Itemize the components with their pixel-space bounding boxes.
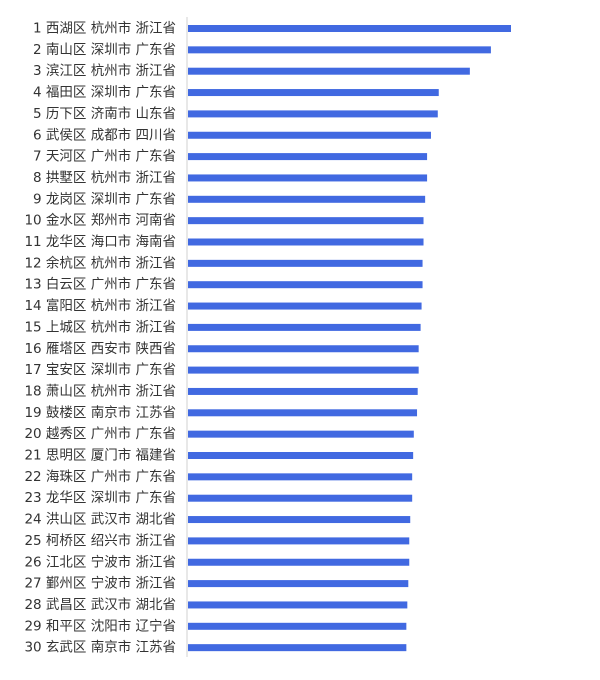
bar [188, 537, 410, 545]
category-label: 13 白云区 广州市 广东省 [24, 276, 176, 293]
bar [188, 238, 424, 246]
bar [188, 259, 423, 267]
category-label: 21 思明区 厦门市 福建省 [24, 447, 176, 464]
bar [188, 387, 418, 395]
category-label: 6 武侯区 成都市 四川省 [33, 126, 176, 143]
category-label: 25 柯桥区 绍兴市 浙江省 [24, 532, 176, 549]
category-label: 17 宝安区 深圳市 广东省 [24, 361, 176, 378]
category-label: 11 龙华区 海口市 海南省 [24, 233, 176, 250]
category-label: 28 武昌区 武汉市 湖北省 [24, 596, 176, 613]
category-label: 10 金水区 郑州市 河南省 [24, 212, 176, 229]
bar [188, 473, 413, 481]
bar [188, 494, 413, 502]
bar [188, 46, 491, 54]
bar [188, 452, 414, 459]
bar [188, 195, 426, 203]
category-label: 18 萧山区 杭州市 浙江省 [24, 382, 176, 399]
bar [188, 281, 423, 289]
bar [188, 110, 438, 118]
category-label: 1 西湖区 杭州市 浙江省 [33, 20, 176, 37]
category-label: 16 雁塔区 西安市 陕西省 [24, 340, 176, 357]
bar [188, 153, 428, 161]
bar [188, 430, 414, 438]
category-label: 19 鼓楼区 南京市 江苏省 [24, 404, 176, 421]
bar [188, 622, 407, 630]
category-label: 5 历下区 济南市 山东省 [33, 105, 176, 122]
category-label: 4 福田区 深圳市 广东省 [33, 84, 176, 101]
bar [188, 174, 428, 182]
category-label: 23 龙华区 深圳市 广东省 [24, 489, 176, 506]
bar [188, 25, 511, 32]
bar [188, 580, 409, 588]
bar [188, 409, 418, 417]
bar [188, 345, 419, 353]
category-label: 20 越秀区 广州市 广东省 [24, 425, 176, 442]
category-label: 14 富阳区 杭州市 浙江省 [24, 297, 176, 314]
category-label: 22 海珠区 广州市 广东省 [24, 468, 176, 485]
category-label: 7 天河区 广州市 广东省 [33, 148, 176, 165]
category-label: 9 龙岗区 深圳市 广东省 [33, 190, 176, 207]
category-label: 30 玄武区 南京市 江苏省 [24, 639, 176, 656]
category-label: 3 滨江区 杭州市 浙江省 [33, 62, 176, 79]
bar [188, 67, 470, 75]
category-label: 12 余杭区 杭州市 浙江省 [24, 254, 176, 271]
bar [188, 89, 439, 97]
category-label: 2 南山区 深圳市 广东省 [33, 41, 176, 58]
category-label: 8 拱墅区 杭州市 浙江省 [33, 169, 176, 186]
category-label: 27 鄞州区 宁波市 浙江省 [24, 575, 176, 592]
bar [188, 558, 410, 566]
category-label: 29 和平区 沈阳市 辽宁省 [24, 617, 176, 634]
bar [188, 516, 411, 524]
bar [188, 217, 424, 225]
category-label: 26 江北区 宁波市 浙江省 [24, 553, 176, 570]
category-label: 15 上城区 杭州市 浙江省 [24, 318, 176, 335]
bar [188, 302, 422, 310]
bar [188, 601, 408, 609]
category-label: 24 洪山区 武汉市 湖北省 [24, 511, 176, 528]
bar [188, 323, 421, 331]
bar [188, 644, 407, 652]
bar [188, 366, 419, 374]
bar [188, 131, 431, 139]
